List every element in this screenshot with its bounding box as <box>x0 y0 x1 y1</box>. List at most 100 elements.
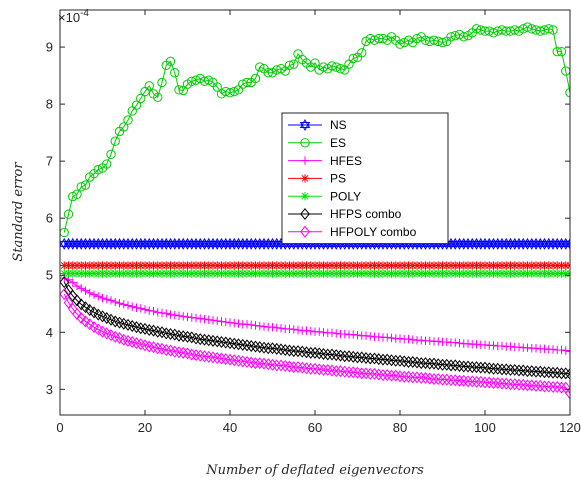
data-point <box>369 352 380 365</box>
data-point <box>505 363 516 376</box>
data-point <box>94 261 103 270</box>
data-point <box>297 345 308 358</box>
data-point <box>331 62 341 72</box>
data-point <box>289 59 299 69</box>
data-point <box>518 364 529 377</box>
data-point <box>315 261 324 270</box>
data-point <box>361 367 371 380</box>
y-exponent-label: ×10-4 <box>58 8 89 25</box>
data-point <box>322 363 333 376</box>
data-point <box>407 355 418 368</box>
data-point <box>395 39 405 49</box>
data-point <box>276 269 286 278</box>
data-point <box>476 269 485 278</box>
data-point <box>412 371 422 384</box>
data-point <box>488 362 499 375</box>
data-point <box>166 269 175 278</box>
data-point <box>208 269 218 278</box>
data-point <box>463 360 473 373</box>
data-point <box>72 308 82 321</box>
data-point <box>383 261 392 270</box>
legend-marker <box>300 174 310 183</box>
data-point <box>386 369 397 382</box>
data-point <box>497 269 507 278</box>
data-point <box>471 24 482 34</box>
data-point <box>276 324 286 333</box>
data-point <box>425 261 434 270</box>
data-point <box>170 261 179 270</box>
data-point <box>200 261 209 270</box>
data-point <box>387 333 396 343</box>
legend-label: HFPS combo <box>330 207 402 221</box>
y-tick-label: 8 <box>46 97 53 112</box>
data-point <box>293 325 303 335</box>
data-point <box>561 261 570 270</box>
data-point <box>284 360 295 373</box>
data-point <box>76 298 87 311</box>
data-point <box>293 361 303 374</box>
data-point <box>442 337 451 347</box>
data-point <box>242 339 252 352</box>
data-point <box>102 261 111 270</box>
data-point <box>110 136 120 146</box>
data-point <box>136 93 146 104</box>
data-point <box>451 269 460 278</box>
data-point <box>263 358 274 371</box>
data-point <box>403 355 414 368</box>
data-point <box>340 269 349 278</box>
data-point <box>438 269 447 278</box>
data-point <box>272 269 281 278</box>
data-point <box>259 341 269 354</box>
data-point <box>480 340 490 350</box>
data-point <box>336 261 345 270</box>
data-point <box>170 68 180 78</box>
data-point <box>178 330 189 343</box>
data-point <box>204 315 213 324</box>
legend-entry: PS <box>288 172 346 186</box>
data-point <box>225 318 235 327</box>
data-point <box>378 353 388 366</box>
data-point <box>344 269 354 278</box>
data-point <box>289 261 298 270</box>
data-point <box>408 269 417 278</box>
y-tick-label: 3 <box>46 382 53 397</box>
data-point <box>429 373 439 386</box>
data-point <box>93 165 103 175</box>
data-point <box>233 338 244 351</box>
data-point <box>285 261 294 270</box>
data-point <box>305 362 316 375</box>
data-point <box>80 180 91 190</box>
data-point <box>81 286 90 295</box>
data-point <box>455 269 464 278</box>
data-point <box>268 261 277 270</box>
data-point <box>178 85 188 96</box>
legend-entry: HFPS combo <box>288 207 402 221</box>
data-point <box>187 76 197 87</box>
data-point <box>81 261 90 270</box>
data-point <box>404 334 413 344</box>
data-point <box>153 269 162 278</box>
data-point <box>238 261 247 270</box>
data-point <box>433 358 444 371</box>
series-hfes <box>60 273 570 356</box>
data-point <box>526 379 537 392</box>
data-point <box>212 351 223 364</box>
data-point <box>225 353 235 366</box>
data-point <box>458 360 469 373</box>
data-point <box>85 288 94 298</box>
data-point <box>548 345 558 354</box>
data-point <box>136 261 145 270</box>
data-point <box>234 319 243 328</box>
data-point <box>229 86 239 97</box>
data-point <box>327 328 337 338</box>
data-point <box>203 350 214 363</box>
data-point <box>450 359 461 372</box>
data-point <box>454 359 465 372</box>
data-point <box>485 261 494 270</box>
data-point <box>77 284 86 293</box>
data-point <box>467 375 478 388</box>
data-point <box>98 261 107 270</box>
data-point <box>208 316 218 325</box>
data-point <box>522 365 533 378</box>
data-point <box>106 269 116 278</box>
